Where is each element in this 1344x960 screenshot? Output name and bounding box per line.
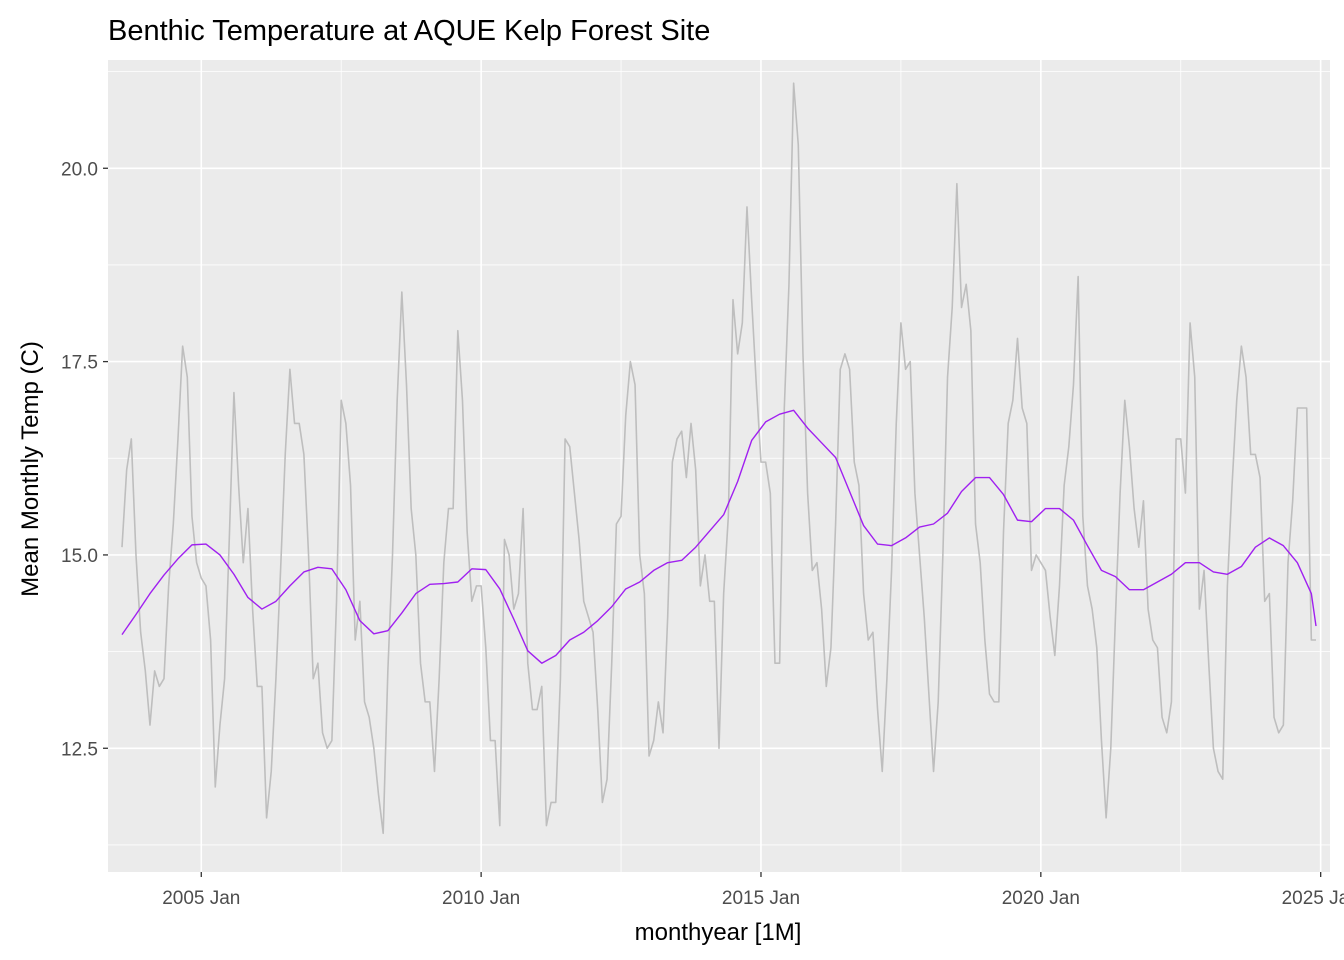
series-line-trend <box>121 409 1317 664</box>
x-axis-title: monthyear [1M] <box>635 919 802 946</box>
tick-labels: 12.5 15.0 17.5 20.0 2005 Jan 2010 Jan 2015 Jan… <box>61 159 1344 909</box>
series-layer <box>121 82 1317 835</box>
y-tick-label: 12.5 <box>61 739 98 760</box>
x-tick-label: 2010 Jan <box>442 888 520 909</box>
axis-ticks <box>103 167 1322 877</box>
plot-panel <box>108 60 1330 872</box>
x-tick-label: 2005 Jan <box>162 888 240 909</box>
chart-title: Benthic Temperature at AQUE Kelp Forest … <box>108 15 710 47</box>
x-tick-label: 2015 Jan <box>722 888 800 909</box>
y-tick-label: 15.0 <box>61 546 98 567</box>
series-line-monthly-temp <box>121 82 1317 835</box>
y-tick-label: 17.5 <box>61 353 98 374</box>
minor-gridlines <box>108 60 1330 872</box>
x-tick-label: 2020 Jan <box>1002 888 1080 909</box>
x-tick-label: 2025 Jan <box>1282 888 1344 909</box>
y-axis-title: Mean Monthly Temp (C) <box>17 341 44 597</box>
y-tick-label: 20.0 <box>61 159 98 180</box>
